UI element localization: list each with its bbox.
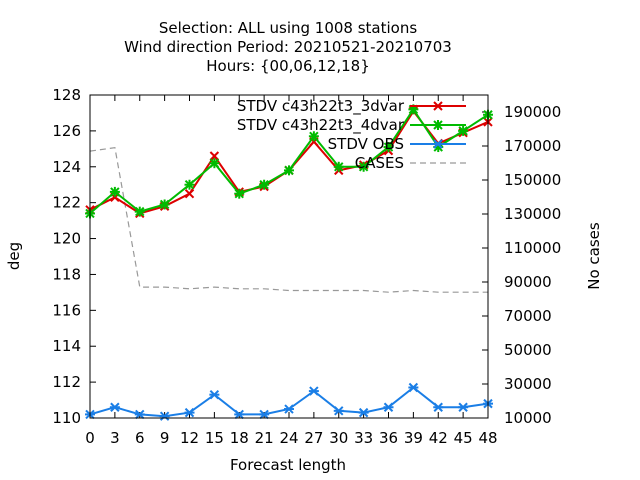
y2-axis-label: No cases <box>585 222 603 290</box>
y-tick-label: 110 <box>52 409 81 427</box>
data-point <box>109 402 120 412</box>
data-point <box>358 407 369 418</box>
data-point <box>333 161 344 172</box>
data-point <box>109 186 120 197</box>
data-point <box>234 409 245 420</box>
title-line-2: Wind direction Period: 20210521-20210703 <box>124 38 452 56</box>
data-point <box>383 142 394 153</box>
y2-tick-label: 150000 <box>504 171 561 189</box>
y-tick-label: 112 <box>52 373 81 391</box>
y2-tick-label: 30000 <box>504 375 552 393</box>
data-point <box>433 139 443 149</box>
x-tick-label: 12 <box>180 429 199 447</box>
x-tick-label: 6 <box>135 429 145 447</box>
legend-item: CASES <box>355 154 466 172</box>
y-tick-label: 120 <box>52 230 81 248</box>
x-tick-label: 18 <box>230 429 249 447</box>
legend-label: CASES <box>355 154 404 172</box>
x-tick-label: 27 <box>304 429 323 447</box>
data-point <box>458 125 469 136</box>
y-tick-label: 124 <box>52 158 81 176</box>
y2-tick-label: 70000 <box>504 307 552 325</box>
data-point <box>259 179 270 190</box>
legend-item: STDV c43h22t3_4dvar <box>237 116 466 135</box>
legend-item: STDV c43h22t3_3dvar <box>237 97 466 116</box>
series-line <box>89 386 489 418</box>
data-point <box>284 165 294 176</box>
y-tick-label: 126 <box>52 122 81 140</box>
series-cases <box>89 147 488 293</box>
y-axis-label: deg <box>5 242 23 270</box>
x-tick-label: 36 <box>379 429 398 447</box>
data-point <box>209 158 220 169</box>
data-point <box>408 382 419 393</box>
chart-title: Selection: ALL using 1008 stations Wind … <box>124 19 452 75</box>
title-line-1: Selection: ALL using 1008 stations <box>159 19 418 37</box>
data-point <box>308 131 319 142</box>
y-tick-label: 114 <box>52 337 81 355</box>
data-point <box>333 406 344 416</box>
legend-label: STDV c43h22t3_3dvar <box>237 97 405 116</box>
data-point <box>358 161 369 172</box>
series-line <box>89 147 488 293</box>
data-point <box>383 402 394 412</box>
data-point <box>134 206 145 217</box>
x-tick-label: 0 <box>85 429 95 447</box>
legend-label: STDV c43h22t3_4dvar <box>237 116 405 135</box>
y-tick-label: 122 <box>52 194 81 212</box>
plot-series <box>85 104 493 421</box>
x-tick-label: 39 <box>404 429 423 447</box>
data-point <box>209 389 220 400</box>
y2-tick-label: 90000 <box>504 273 552 291</box>
y-tick-label: 118 <box>52 265 81 283</box>
y-tick-label: 128 <box>52 86 81 104</box>
data-point <box>184 179 195 190</box>
y2-tick-label: 130000 <box>504 205 561 223</box>
y2-tick-label: 50000 <box>504 341 552 359</box>
data-point <box>458 402 469 412</box>
data-point <box>259 409 270 420</box>
legend-label: STDV OBS <box>328 135 404 153</box>
y-tick-label: 116 <box>52 301 81 319</box>
data-point <box>433 101 443 111</box>
data-point <box>184 188 195 199</box>
data-point <box>159 411 170 421</box>
y2-tick-label: 190000 <box>504 103 561 121</box>
x-tick-label: 21 <box>255 429 274 447</box>
x-tick-label: 42 <box>429 429 448 447</box>
data-point <box>209 151 220 161</box>
x-tick-label: 15 <box>205 429 224 447</box>
x-tick-label: 9 <box>160 429 170 447</box>
data-point <box>184 407 195 418</box>
y2-tick-label: 110000 <box>504 239 561 257</box>
legend-item: STDV OBS <box>328 135 466 153</box>
x-tick-label: 33 <box>354 429 373 447</box>
x-tick-label: 48 <box>478 429 497 447</box>
data-point <box>308 386 319 396</box>
y2-tick-label: 10000 <box>504 409 552 427</box>
data-point <box>284 404 294 414</box>
x-tick-label: 45 <box>454 429 473 447</box>
y2-tick-label: 170000 <box>504 137 561 155</box>
x-axis-label: Forecast length <box>230 456 346 474</box>
data-point <box>433 120 443 130</box>
data-point <box>134 409 145 420</box>
axis-ticks: 1101121141161181201221241261281000030000… <box>52 86 561 447</box>
data-point <box>234 188 245 199</box>
x-tick-label: 30 <box>329 429 348 447</box>
x-tick-label: 3 <box>110 429 120 447</box>
data-point <box>433 402 444 412</box>
series-stdv-obs <box>85 382 493 421</box>
plot-frame <box>89 94 489 419</box>
data-point <box>159 199 170 210</box>
title-line-3: Hours: {00,06,12,18} <box>206 57 370 75</box>
x-tick-label: 24 <box>279 429 298 447</box>
